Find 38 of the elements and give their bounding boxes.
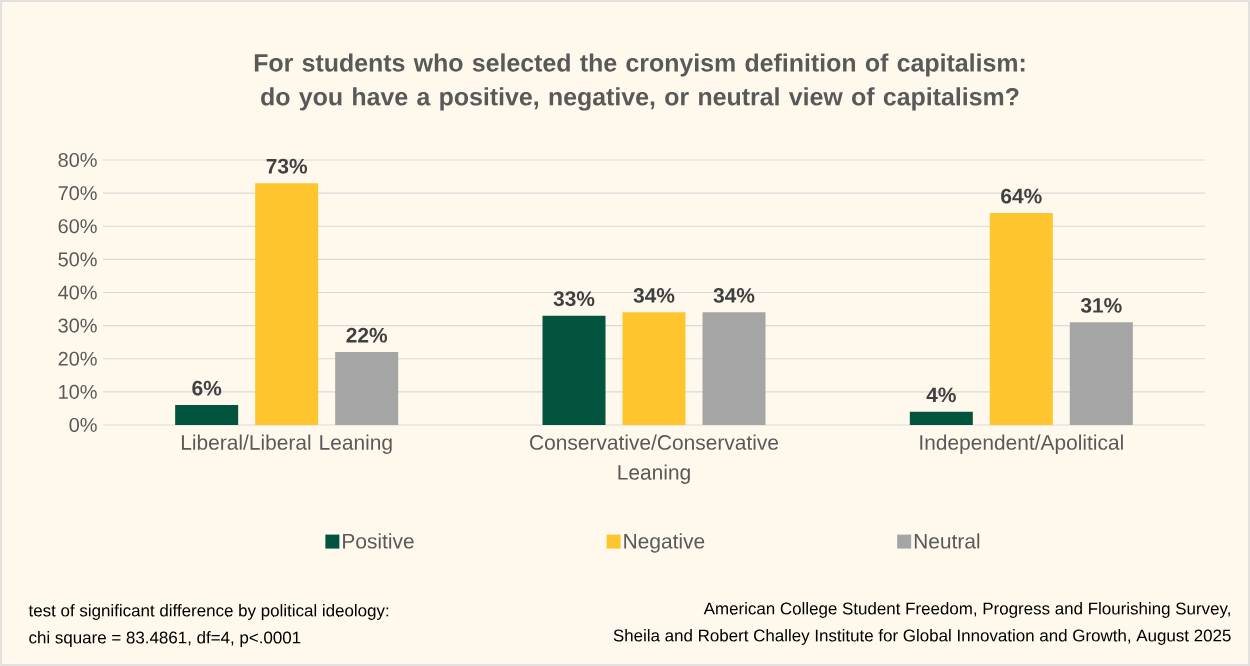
data-label: 6% xyxy=(192,380,222,396)
text: test of significant difference by political ideology: xyxy=(28,604,389,620)
data-label: 4% xyxy=(926,387,956,403)
x-tick-label: Conservative/Conservative Leaning xyxy=(530,434,779,484)
data-label: 34% xyxy=(713,288,755,303)
y-tick-label: 60% xyxy=(58,219,97,234)
y-tick-label: 80% xyxy=(58,152,97,168)
legend-label: Positive xyxy=(343,533,414,549)
bar xyxy=(542,315,606,425)
chart-title: For students who selected the cronyism definition of capitalism: do you have a positive, negative, or neutral view of capitalism? xyxy=(254,53,1025,111)
data-label: 31% xyxy=(1080,297,1122,313)
y-tick-label: 10% xyxy=(59,384,97,399)
bar xyxy=(175,405,239,425)
y-tick-label: 20% xyxy=(58,351,97,366)
text: chi square = 83.4861, df=4, p<.0001 xyxy=(29,631,301,647)
data-label: 73% xyxy=(266,158,308,174)
data-label: 22% xyxy=(346,327,388,343)
data-label: 34% xyxy=(633,288,675,303)
x-tick-label: Independent/Apolitical xyxy=(920,434,1123,455)
legend-label: Negative xyxy=(624,533,705,553)
x-tick-label: Liberal/Liberal Leaning xyxy=(181,434,392,455)
bar xyxy=(622,312,686,425)
bar xyxy=(1069,322,1133,425)
data-label: 33% xyxy=(553,291,595,307)
text: Sheila and Robert Challey Institute for Global Innovation and Growth, August 2025 xyxy=(613,629,1231,645)
y-tick-label: 30% xyxy=(58,318,97,333)
y-tick-label: 70% xyxy=(58,186,97,201)
y-tick-label: 50% xyxy=(58,252,97,267)
bar xyxy=(335,352,399,425)
bar xyxy=(989,212,1053,425)
data-label: 64% xyxy=(1001,188,1042,204)
legend-label: Neutral xyxy=(914,533,980,549)
y-tick-label: 0% xyxy=(69,417,97,433)
text: American College Student Freedom, Progress and Flourishing Survey, xyxy=(703,602,1230,618)
y-tick-label: 40% xyxy=(58,285,97,300)
bar xyxy=(702,312,766,425)
bar xyxy=(909,411,973,425)
bar xyxy=(255,183,319,425)
